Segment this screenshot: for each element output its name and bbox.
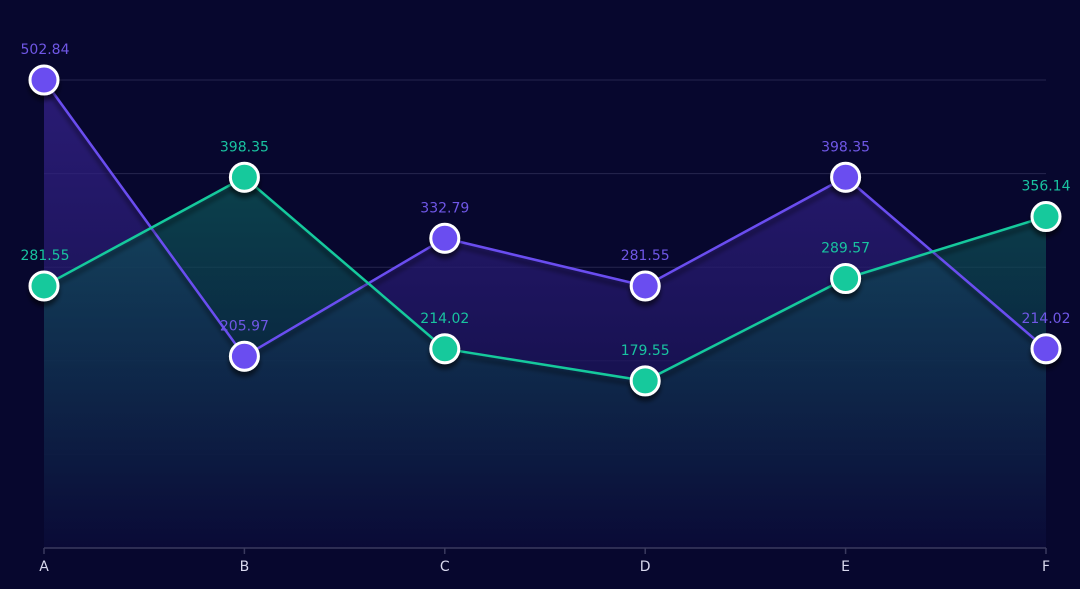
- data-labels: 502.84 205.97 332.79 281.55 398.35 214.02 281.…: [21, 42, 1071, 359]
- series-1-point: [429, 222, 461, 254]
- x-axis: A B C D E F: [39, 547, 1050, 575]
- series-1-point: [830, 161, 862, 193]
- series-1-point: [629, 270, 661, 302]
- series-2-data-label: 281.55: [21, 248, 70, 264]
- x-tick-label-c: C: [440, 559, 450, 575]
- x-tick-label-d: D: [640, 559, 651, 575]
- series-1-data-label: 332.79: [420, 200, 469, 216]
- series-2-data-label: 398.35: [220, 139, 269, 155]
- series-1-point: [1030, 333, 1062, 365]
- series-2-data-label: 289.57: [821, 240, 870, 256]
- series-1-data-label: 214.02: [1022, 311, 1071, 327]
- series-2-point: [28, 270, 60, 302]
- x-tick-label-b: B: [240, 559, 250, 575]
- x-tick-label-f: F: [1042, 559, 1050, 575]
- series-2-point: [228, 161, 260, 193]
- series-2-data-label: 214.02: [420, 311, 469, 327]
- series-2-line: [43, 176, 1047, 383]
- series-areas: [44, 80, 1046, 549]
- series-2-point: [830, 262, 862, 294]
- x-tick-label-a: A: [39, 559, 49, 575]
- series-1-point: [228, 340, 260, 372]
- series-2-point: [1030, 201, 1062, 233]
- series-2-data-label: 179.55: [621, 343, 670, 359]
- series-1-data-label: 398.35: [821, 139, 870, 155]
- series-1-data-label: 281.55: [621, 248, 670, 264]
- series-1-line: [42, 79, 1047, 358]
- series-lines: [42, 79, 1047, 383]
- series-2-point: [429, 333, 461, 365]
- series-2-point: [629, 365, 661, 397]
- data-points: [28, 64, 1062, 397]
- series-1-data-label: 205.97: [220, 318, 269, 334]
- series-2-area: [44, 177, 1046, 549]
- series-1-point: [28, 64, 60, 96]
- series-2-data-label: 356.14: [1022, 179, 1071, 195]
- series-1-data-label: 502.84: [21, 42, 70, 58]
- x-tick-label-e: E: [841, 559, 850, 575]
